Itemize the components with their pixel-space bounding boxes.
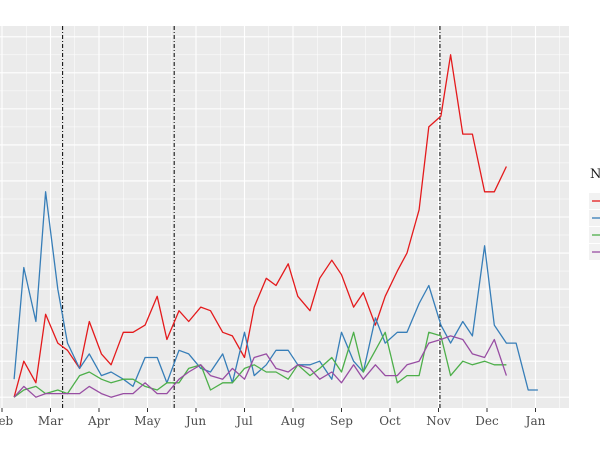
x-tick-label: Apr: [87, 414, 110, 428]
x-tick-label: Jul: [234, 414, 253, 428]
x-axis: Feb Mar Apr May Jun Jul Aug Sep Oct Nov Dec Jan: [0, 408, 546, 428]
x-tick-label: Aug: [280, 414, 305, 428]
series-lines: [13, 54, 538, 398]
series-line-4: [13, 335, 508, 398]
event-markers: [62, 26, 441, 408]
series-line-3: [13, 331, 507, 398]
x-tick-label: Feb: [0, 414, 14, 428]
x-tick-label: Dec: [475, 414, 499, 428]
x-tick-label: Oct: [379, 414, 401, 428]
x-tick-label: Jun: [184, 414, 207, 428]
x-tick-label: Mar: [38, 414, 63, 428]
legend: N: [589, 167, 600, 260]
x-tick-label: Sep: [330, 414, 353, 428]
legend-title: N: [590, 167, 600, 182]
series-line-1: [13, 54, 507, 398]
series-line-2: [13, 191, 538, 391]
grid: [0, 26, 569, 408]
x-tick-label: Nov: [426, 414, 451, 428]
x-tick-label: Jan: [524, 414, 546, 428]
x-tick-label: May: [134, 414, 160, 428]
